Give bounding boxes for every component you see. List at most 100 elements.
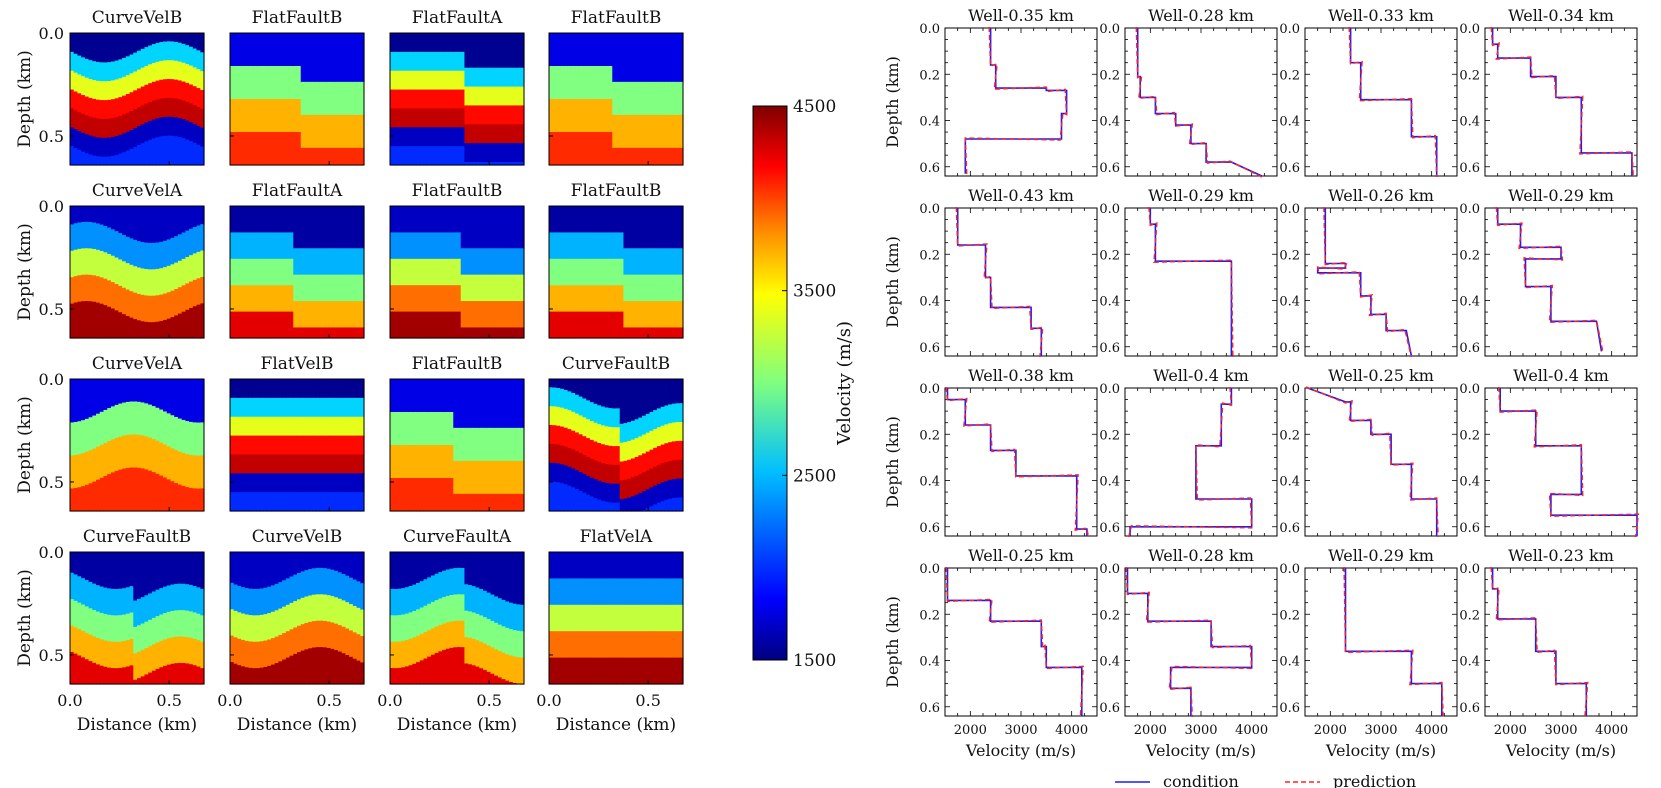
model-layer: [70, 89, 75, 110]
model-layer: [560, 445, 565, 465]
model-layer: [608, 132, 613, 166]
model-layer: [352, 552, 358, 581]
model-layer: [140, 435, 146, 470]
model-layer: [170, 610, 175, 638]
model-layer: [408, 146, 413, 166]
model-layer: [323, 647, 328, 685]
model-layer: [416, 146, 421, 166]
model-layer: [233, 663, 239, 685]
model-layer: [252, 416, 257, 437]
model-layer: [174, 379, 179, 418]
model-layer: [323, 274, 328, 302]
model-layer: [114, 470, 119, 512]
model-layer: [638, 274, 643, 302]
model-layer: [140, 143, 146, 166]
model-layer: [645, 114, 651, 149]
model-layer: [490, 673, 495, 685]
model-layer: [679, 422, 684, 442]
model-layer: [237, 665, 242, 685]
model-layer: [567, 132, 572, 166]
model-layer: [412, 445, 417, 479]
model-layer: [315, 567, 320, 595]
model-layer: [293, 379, 298, 399]
model-layer: [345, 33, 350, 83]
model-layer: [323, 327, 328, 339]
model-layer: [494, 675, 499, 685]
model-layer: [660, 444, 665, 464]
model-layer: [267, 232, 272, 260]
model-layer: [345, 435, 350, 456]
model-layer: [252, 473, 257, 493]
model-layer: [604, 552, 610, 579]
model-layer: [471, 327, 477, 339]
model-layer: [341, 573, 346, 601]
model-layer: [390, 668, 395, 685]
axes-frame: [1304, 207, 1458, 357]
y-tick-label: 0.0: [1459, 382, 1480, 397]
model-layer: [612, 446, 617, 466]
model-layer: [233, 397, 239, 418]
model-layer: [412, 70, 417, 91]
model-layer: [601, 631, 606, 659]
model-layer: [668, 423, 673, 443]
y-axis-label: Depth (km): [15, 50, 35, 147]
model-layer: [571, 99, 576, 133]
model-layer: [408, 665, 413, 685]
model-layer: [170, 116, 175, 137]
model-layer: [114, 404, 119, 439]
axes-frame: [548, 378, 684, 512]
model-layer: [174, 79, 179, 100]
model-layer: [356, 327, 361, 339]
model-layer: [166, 41, 172, 61]
colorbar-label: Velocity (m/s): [834, 321, 855, 446]
x-tick-label: 4000: [1595, 723, 1628, 738]
prediction-line: [1343, 566, 1444, 718]
model-layer: [311, 301, 317, 329]
model-layer: [274, 285, 279, 313]
model-layer: [233, 258, 239, 286]
model-layer: [567, 552, 572, 579]
model-layer: [244, 552, 250, 589]
model-layer: [401, 127, 406, 147]
model-layer: [486, 645, 492, 673]
model-layer: [589, 604, 595, 632]
subplot-title: FlatVelA: [580, 527, 653, 547]
model-layer: [259, 614, 265, 642]
y-tick-label: 0.4: [1099, 475, 1120, 490]
model-layer: [73, 110, 79, 130]
model-layer: [438, 552, 443, 573]
model-layer: [593, 403, 598, 424]
model-layer: [308, 147, 313, 166]
model-layer: [412, 127, 417, 147]
model-layer: [114, 98, 119, 118]
model-layer: [308, 274, 313, 302]
model-layer: [99, 277, 105, 305]
model-layer: [520, 460, 525, 495]
model-layer: [660, 463, 665, 483]
model-layer: [490, 161, 495, 166]
model-layer: [237, 638, 242, 666]
model-layer: [582, 379, 587, 400]
model-layer: [337, 327, 343, 339]
model-layer: [438, 478, 443, 512]
model-layer: [412, 206, 417, 233]
model-layer: [92, 61, 97, 81]
model-layer: [397, 588, 402, 616]
model-layer: [297, 454, 302, 474]
model-layer: [311, 492, 317, 512]
model-layer: [401, 232, 406, 260]
model-layer: [140, 294, 146, 322]
model-layer: [256, 66, 261, 100]
model-layer: [501, 327, 506, 339]
model-layer: [267, 454, 272, 474]
model-layer: [99, 33, 105, 63]
model-layer: [616, 285, 621, 313]
model-layer: [634, 206, 639, 249]
model-layer: [563, 99, 569, 133]
model-layer: [468, 611, 473, 639]
model-layer: [88, 116, 93, 137]
model-layer: [140, 124, 146, 144]
model-layer: [604, 407, 610, 427]
model-layer: [148, 322, 153, 339]
model-layer: [337, 572, 343, 600]
